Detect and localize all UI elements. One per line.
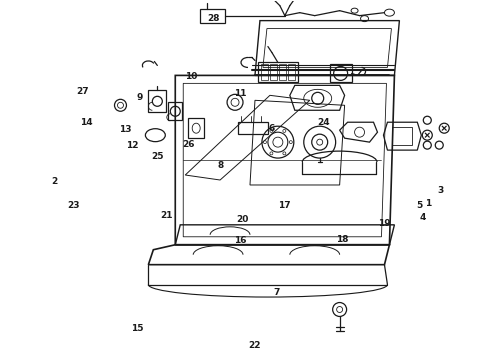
Bar [270, 64, 277, 80]
Text: 6: 6 [269, 123, 275, 132]
Text: 26: 26 [183, 140, 195, 149]
Text: 16: 16 [234, 237, 246, 246]
Text: 11: 11 [234, 89, 246, 98]
Text: 19: 19 [378, 219, 391, 228]
Text: 28: 28 [207, 14, 220, 23]
Bar [258, 62, 298, 82]
Text: 23: 23 [67, 201, 79, 210]
Bar [148, 90, 166, 112]
Text: 15: 15 [131, 324, 144, 333]
Bar [188, 118, 204, 138]
Text: 3: 3 [437, 186, 443, 195]
Text: 2: 2 [51, 177, 58, 186]
Text: 5: 5 [416, 201, 423, 210]
Text: 20: 20 [236, 215, 249, 224]
Text: 9: 9 [137, 93, 143, 102]
Bar [168, 102, 182, 120]
Text: 13: 13 [119, 125, 132, 134]
Text: 1: 1 [425, 199, 431, 208]
Bar [330, 64, 352, 82]
Bar [200, 9, 225, 23]
Text: 18: 18 [336, 235, 349, 244]
Bar [288, 64, 295, 80]
Text: 25: 25 [151, 152, 163, 161]
Text: 22: 22 [248, 341, 261, 350]
Bar [279, 64, 286, 80]
Text: 21: 21 [161, 211, 173, 220]
Bar [261, 64, 268, 80]
Text: 10: 10 [185, 72, 197, 81]
Text: 24: 24 [317, 118, 329, 127]
Text: 17: 17 [278, 201, 291, 210]
Text: 7: 7 [273, 288, 280, 297]
Bar [392, 127, 413, 145]
Text: 27: 27 [76, 86, 89, 95]
Text: 12: 12 [126, 141, 139, 150]
Text: 8: 8 [218, 161, 224, 170]
Text: 4: 4 [420, 213, 426, 222]
Text: 14: 14 [80, 118, 93, 127]
